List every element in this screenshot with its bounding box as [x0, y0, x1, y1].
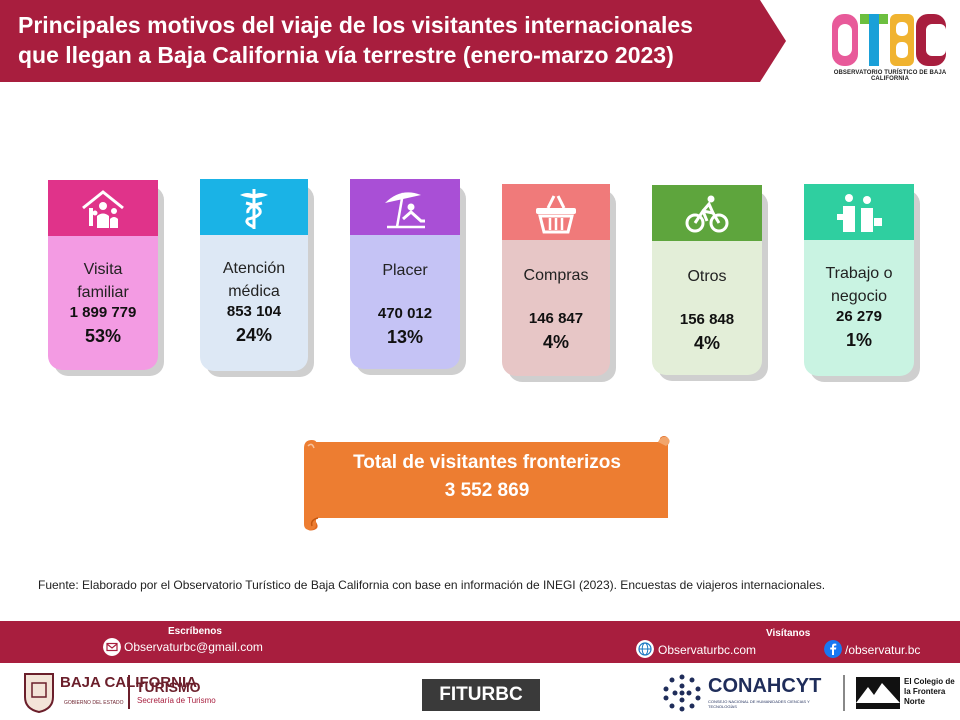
business-people-icon: [837, 194, 882, 232]
total-value: 3 552 869: [444, 480, 530, 501]
card-label: Visita familiar: [77, 261, 129, 301]
card-percentage: 4%: [693, 333, 720, 353]
card-label: Compras: [523, 267, 589, 284]
cyclist-icon: [685, 195, 729, 233]
card-percentage: 53%: [84, 326, 122, 346]
gobierno-logo-text: GOBIERNO DEL ESTADO: [64, 700, 124, 706]
colef-logo-text: El Colegio de la Frontera Norte: [904, 677, 955, 706]
family-home-icon: [82, 190, 124, 228]
card-label: Otros: [687, 268, 727, 285]
email-icon: [103, 638, 121, 656]
motive-card: Trabajo o negocio 26 279 1%: [804, 184, 920, 382]
card-header: [652, 185, 762, 241]
conahcyt-sub-text: CONSEJO NACIONAL DE HUMANIDADES CIENCIAS…: [708, 699, 810, 709]
total-scroll: Total de visitantes fronterizos 3 552 86…: [302, 434, 672, 532]
secretaria-logo-text: Secretaría de Turismo: [137, 696, 216, 705]
header-banner: Principales motivos del viaje de los vis…: [0, 0, 786, 82]
otbc-logo-icon: [832, 14, 946, 66]
logo-divider: [128, 675, 130, 709]
fiturbc-logo-text: FITURBC: [439, 684, 523, 705]
colef-mountain-icon: [856, 677, 900, 709]
otbc-logo-text: OBSERVATORIO TURÍSTICO DE BAJA CALIFORNI…: [833, 70, 947, 82]
card-value: 470 012: [377, 305, 433, 322]
facebook-icon: [824, 640, 842, 658]
visit-heading: Visítanos: [766, 628, 811, 639]
globe-icon: [636, 640, 654, 658]
conahcyt-dots-icon: [663, 674, 701, 712]
shopping-basket-icon: [536, 195, 576, 234]
card-value: 1 899 779: [69, 304, 137, 321]
facebook-link[interactable]: /observatur.bc: [845, 643, 921, 657]
otbc-logo: OBSERVATORIO TURÍSTICO DE BAJA CALIFORNI…: [828, 8, 952, 82]
card-header: [502, 184, 610, 240]
website-link[interactable]: Observaturbc.com: [658, 643, 757, 657]
card-label: Atención médica: [222, 260, 286, 300]
beach-umbrella-icon: [385, 192, 425, 229]
card-label: Trabajo o negocio: [825, 265, 893, 305]
write-heading: Escríbenos: [168, 626, 222, 637]
source-note: Fuente: Elaborado por el Observatorio Tu…: [38, 578, 826, 592]
card-value: 146 847: [528, 310, 584, 327]
card-percentage: 4%: [542, 332, 569, 352]
card-value: 156 848: [679, 311, 735, 328]
card-value: 26 279: [836, 308, 882, 325]
card-percentage: 24%: [235, 325, 273, 345]
fiturbc-logo: FITURBC: [422, 679, 540, 711]
turismo-logo-text: TURISMO: [136, 679, 201, 695]
partner-logos: BAJA CALIFORNIA GOBIERNO DEL ESTADO TURI…: [0, 663, 960, 720]
caduceus-icon: [240, 189, 268, 229]
motive-card: Atención médica 853 104 24%: [200, 179, 314, 377]
email-link[interactable]: Observaturbc@gmail.com: [124, 640, 263, 654]
page-title: Principales motivos del viaje de los vis…: [18, 12, 693, 68]
card-percentage: 1%: [845, 330, 872, 350]
bc-shield-icon: [24, 673, 54, 713]
footer-contact-bar: Escríbenos Observaturbc@gmail.com Visíta…: [0, 621, 960, 663]
motive-card: Visita familiar 1 899 779 53%: [48, 180, 164, 376]
card-value: 853 104: [226, 303, 282, 320]
motive-card: Otros 156 848 4%: [652, 185, 768, 381]
card-header: [350, 179, 460, 235]
motive-card: Compras 146 847 4%: [502, 184, 616, 382]
logo-divider-2: [843, 675, 845, 711]
card-header: [804, 184, 914, 240]
conahcyt-logo-text: CONAHCYT: [708, 675, 822, 697]
scroll-shape-icon: [304, 436, 670, 531]
card-header: [48, 180, 158, 236]
card-header: [200, 179, 308, 235]
motive-card: Placer 470 012 13%: [350, 179, 466, 375]
total-label: Total de visitantes fronterizos: [353, 452, 621, 473]
card-label: Placer: [382, 262, 428, 279]
card-percentage: 13%: [386, 327, 424, 347]
